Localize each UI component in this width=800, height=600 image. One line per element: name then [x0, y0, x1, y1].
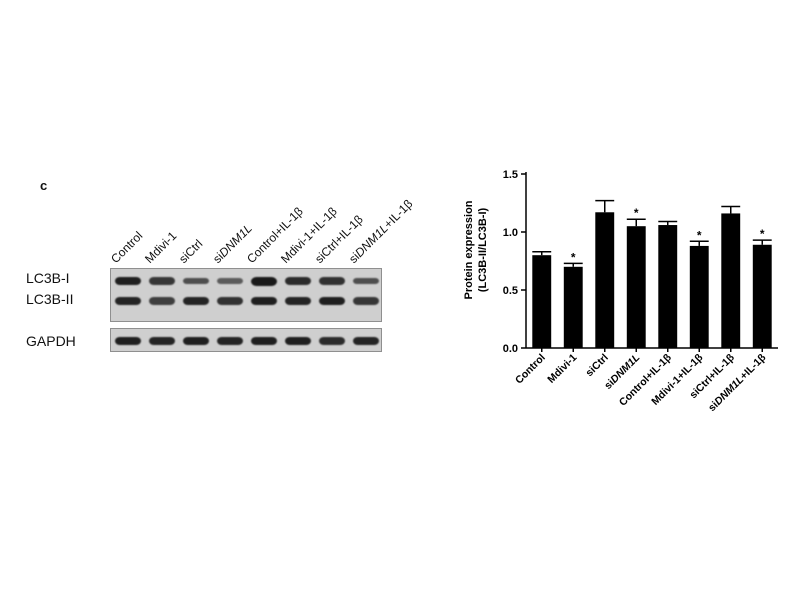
label-suffix: +IL-1β [381, 196, 416, 232]
lane-label: Control [108, 229, 145, 266]
lane-label: Mdivi-1 [142, 229, 179, 266]
blot-band [251, 276, 277, 286]
x-tick-label: Control [513, 352, 548, 387]
significance-marker: * [697, 228, 702, 242]
blot-band [285, 296, 311, 306]
blot-band [319, 277, 345, 285]
blot-band [217, 297, 243, 305]
label-text: siCtrl [176, 236, 206, 266]
bar [658, 225, 678, 348]
y-tick-label: 0.5 [503, 285, 518, 297]
bar-chart: Protein expression (LC3B-II/LC3B-I) 0.0 0… [463, 169, 778, 414]
y-tick-label: 0.0 [503, 343, 518, 355]
bar [595, 212, 615, 348]
x-label-text: Control [513, 352, 548, 387]
blot-membrane [110, 268, 382, 322]
bar [626, 226, 646, 348]
significance-marker: * [760, 227, 765, 241]
blot-band [183, 336, 209, 346]
blot-band [149, 297, 175, 305]
blot-band [183, 277, 209, 285]
panel-letter: c [40, 178, 48, 193]
label-text: Control [108, 228, 146, 266]
blot-band [149, 277, 175, 285]
blot-band [115, 336, 141, 346]
blot-band [353, 277, 379, 285]
lane-label: siCtrl [176, 237, 205, 266]
blot-band [319, 336, 345, 346]
blot-band [149, 336, 175, 346]
blot-band [183, 296, 209, 306]
y-axis-label-line1: Protein expression [463, 200, 475, 299]
x-label-text: siCtrl [583, 352, 611, 380]
x-label-text: Mdivi-1 [545, 352, 579, 386]
band-label: LC3B-II [26, 291, 74, 307]
western-blot-figure: Control Mdivi-1 siCtrl siDNM1L Control+IL-1β… [26, 196, 416, 352]
blot-membrane [110, 328, 382, 352]
blot-band [285, 276, 311, 286]
blot-band [251, 336, 277, 346]
label-text: Mdivi-1 [142, 228, 180, 266]
band-label: LC3B-I [26, 270, 70, 286]
bar [689, 245, 709, 348]
y-axis-label-line2: (LC3B-II/LC3B-I) [477, 208, 489, 293]
significance-marker: * [634, 206, 639, 220]
band-label: GAPDH [26, 333, 76, 349]
x-tick-label: siCtrl [583, 352, 611, 380]
blot-band [115, 296, 141, 306]
y-tick-label: 1.0 [503, 227, 518, 239]
blot-band [217, 336, 243, 346]
bar [563, 266, 583, 348]
blot-band [353, 297, 379, 305]
x-tick-label: Mdivi-1 [545, 352, 579, 386]
bar [532, 255, 552, 348]
x-label-suffix: +IL-1β [738, 351, 769, 382]
y-tick-label: 1.5 [503, 169, 518, 181]
blot-band [285, 336, 311, 346]
blot-band [319, 296, 345, 306]
bar [721, 213, 741, 348]
blot-band [217, 277, 243, 285]
bar [752, 244, 772, 348]
blot-band [115, 276, 141, 286]
blot-band [251, 296, 277, 306]
x-tick-label: siDNM1L+IL-1β [706, 351, 769, 414]
significance-marker: * [571, 250, 576, 264]
chart-bars: * * * * [532, 199, 772, 348]
y-axis-label: Protein expression (LC3B-II/LC3B-I) [463, 200, 489, 299]
blot-band [353, 336, 379, 346]
